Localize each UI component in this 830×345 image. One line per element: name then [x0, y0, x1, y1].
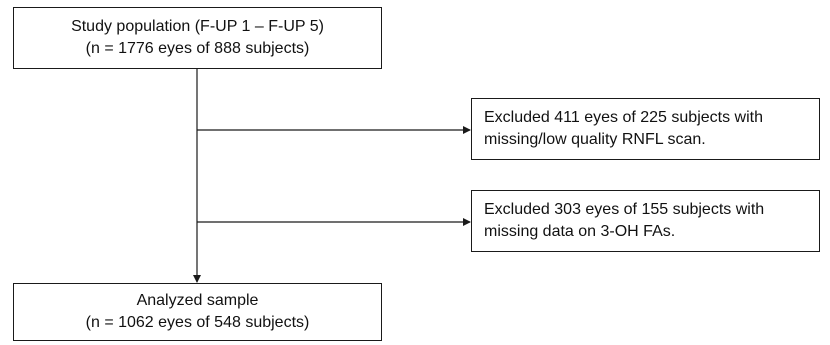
exclusion-2-line2: missing data on 3-OH FAs. — [484, 223, 676, 240]
exclusion-1-line1: Excluded 411 eyes of 225 subjects with — [484, 109, 763, 126]
analyzed-sample-box: Analyzed sample (n = 1062 eyes of 548 su… — [13, 283, 382, 341]
study-population-count: (n = 1776 eyes of 888 subjects) — [85, 40, 310, 57]
exclusion-2-line1: Excluded 303 eyes of 155 subjects with — [484, 201, 765, 218]
analyzed-sample-title: Analyzed sample — [136, 292, 259, 309]
exclusion-1-box: Excluded 411 eyes of 225 subjects with m… — [471, 98, 820, 160]
study-population-title: Study population (F-UP 1 – F-UP 5) — [71, 18, 324, 35]
study-population-box: Study population (F-UP 1 – F-UP 5) (n = … — [13, 7, 382, 69]
exclusion-2-box: Excluded 303 eyes of 155 subjects with m… — [471, 190, 820, 252]
exclusion-1-line2: missing/low quality RNFL scan. — [484, 131, 706, 148]
analyzed-sample-count: (n = 1062 eyes of 548 subjects) — [85, 314, 310, 331]
